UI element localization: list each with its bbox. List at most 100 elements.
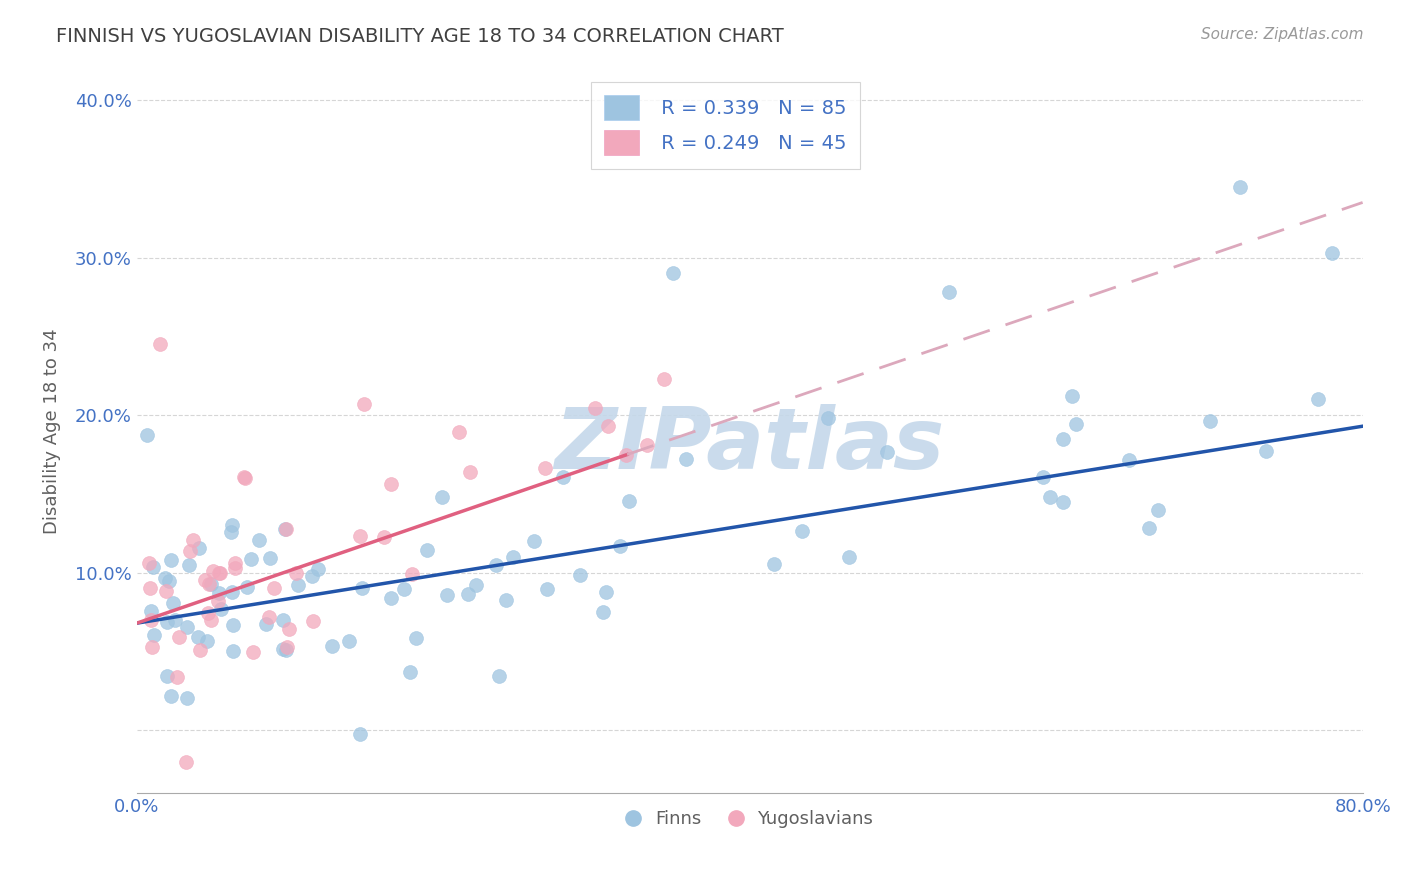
Point (219, 525, 242, 540)
Point (1146, 502, 1168, 516)
Point (187, 541, 209, 555)
Point (392, 582, 415, 597)
Point (141, 604, 163, 618)
Point (187, 630, 209, 644)
Point (138, 556, 160, 570)
Point (141, 613, 163, 627)
Legend: Finns, Yugoslavians: Finns, Yugoslavians (619, 803, 880, 835)
Point (353, 397, 375, 411)
Point (598, 419, 620, 434)
Point (938, 285, 960, 300)
Point (232, 469, 254, 483)
Point (523, 533, 546, 548)
Point (176, 690, 198, 705)
Point (583, 401, 606, 415)
Point (276, 640, 298, 654)
Point (1320, 245, 1343, 260)
Point (179, 544, 201, 558)
Point (202, 564, 225, 578)
Point (198, 577, 221, 591)
Point (609, 539, 631, 553)
Point (274, 643, 297, 657)
Point (1064, 417, 1087, 431)
Point (595, 585, 617, 599)
Point (1118, 452, 1140, 467)
Point (188, 642, 211, 657)
Point (1229, 179, 1251, 194)
Point (221, 518, 243, 533)
Point (447, 425, 470, 439)
Point (222, 617, 245, 632)
Point (174, 755, 197, 769)
Point (592, 605, 614, 619)
Point (197, 606, 219, 620)
Point (247, 533, 270, 547)
Point (373, 530, 395, 544)
Point (636, 438, 658, 452)
Point (224, 561, 246, 575)
Point (380, 591, 402, 606)
Point (1052, 494, 1074, 508)
Point (302, 614, 325, 628)
Point (142, 627, 165, 641)
Point (259, 610, 281, 624)
Point (617, 494, 640, 508)
Point (495, 593, 517, 607)
Point (432, 490, 454, 504)
Point (166, 670, 188, 684)
Point (160, 689, 183, 703)
Point (380, 476, 402, 491)
Point (1032, 470, 1054, 484)
Point (1137, 521, 1160, 535)
Point (274, 522, 297, 536)
Point (1052, 432, 1074, 446)
Point (208, 566, 231, 580)
Point (142, 560, 165, 574)
Point (534, 460, 557, 475)
Point (616, 448, 638, 462)
Point (502, 550, 524, 565)
Point (1306, 392, 1329, 406)
Point (200, 576, 222, 591)
Point (762, 557, 785, 571)
Point (838, 550, 860, 565)
Point (141, 640, 163, 655)
Point (271, 613, 294, 627)
Point (301, 569, 323, 583)
Y-axis label: Disability Age 18 to 34: Disability Age 18 to 34 (44, 328, 60, 533)
Point (162, 596, 184, 610)
Point (485, 558, 508, 573)
Point (263, 581, 285, 595)
Point (165, 613, 187, 627)
Point (307, 562, 329, 576)
Point (136, 428, 159, 442)
Point (149, 337, 172, 351)
Point (274, 522, 297, 536)
Point (349, 529, 371, 543)
Point (1198, 414, 1220, 428)
Point (224, 556, 246, 570)
Point (652, 372, 675, 386)
Point (208, 566, 231, 580)
Point (675, 451, 697, 466)
Point (568, 568, 591, 582)
Point (398, 665, 420, 679)
Point (436, 588, 458, 602)
Point (349, 727, 371, 741)
Point (208, 585, 231, 599)
Point (271, 642, 294, 657)
Point (488, 669, 510, 683)
Point (339, 634, 361, 648)
Point (287, 578, 309, 592)
Point (222, 644, 245, 658)
Point (157, 574, 180, 588)
Point (662, 266, 685, 280)
Point (350, 581, 373, 595)
Point (792, 524, 814, 538)
Point (160, 553, 183, 567)
Point (242, 645, 264, 659)
Point (221, 584, 243, 599)
Point (156, 615, 179, 630)
Point (156, 668, 179, 682)
Point (200, 613, 222, 627)
